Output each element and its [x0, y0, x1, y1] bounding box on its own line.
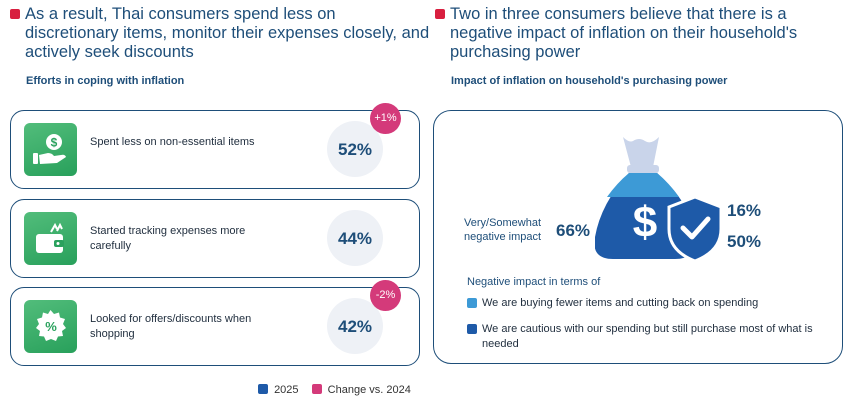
coping-card-1: $ Spent less on non-essential items 52% …: [10, 103, 420, 189]
heading-bullet: [435, 9, 445, 19]
svg-text:$: $: [633, 198, 657, 247]
negative-impact-item-2-label: We are cautious with our spending but st…: [482, 323, 813, 350]
legend-swatch: [258, 384, 268, 394]
right-heading-text: Two in three consumers believe that ther…: [450, 5, 798, 61]
coping-card-2: Started tracking expenses more carefully…: [10, 199, 420, 278]
legend-item-change: Change vs. 2024: [311, 384, 411, 396]
left-subheading: Efforts in coping with inflation: [26, 75, 185, 87]
negative-impact-title: Negative impact in terms of: [467, 276, 601, 288]
coping-card-3-label: Looked for offers/discounts when shoppin…: [90, 313, 252, 340]
svg-text:$: $: [51, 136, 58, 150]
value-circle: [327, 298, 383, 354]
legend-swatch: [467, 298, 477, 308]
heading-bullet: [10, 9, 20, 19]
coping-card-3: % Looked for offers/discounts when shopp…: [10, 280, 420, 366]
total-impact-label: Very/Somewhat negative impact: [464, 217, 542, 243]
legend: 2025 Change vs. 2024: [258, 384, 421, 396]
legend-label: Change vs. 2024: [327, 384, 411, 396]
left-heading: As a result, Thai consumers spend less o…: [10, 5, 430, 62]
impact-panel: [433, 110, 843, 364]
legend-swatch: [311, 384, 322, 394]
coping-card-2-value: 44%: [337, 229, 373, 248]
money-bag-shield-icon: $: [595, 137, 723, 263]
coping-card-2-label: Started tracking expenses more carefully: [90, 225, 246, 252]
coping-card-1-label: Spent less on non-essential items: [90, 136, 255, 148]
legend-swatch: [467, 324, 477, 334]
total-impact-value: 66%: [556, 221, 591, 240]
negative-impact-item-1-label: We are buying fewer items and cutting ba…: [482, 297, 759, 309]
legend-item-2025: 2025: [258, 384, 299, 396]
right-heading: Two in three consumers believe that ther…: [435, 5, 845, 62]
coping-card-1-value: 52%: [337, 140, 373, 159]
discount-badge-icon: %: [24, 300, 77, 353]
negative-impact-item-2: We are cautious with our spending but st…: [467, 322, 817, 352]
cautious-spending-value: 50%: [727, 232, 762, 251]
coping-card-3-value: 42%: [337, 317, 373, 336]
svg-text:%: %: [45, 319, 57, 334]
left-heading-text: As a result, Thai consumers spend less o…: [25, 5, 430, 61]
hand-coin-icon: $: [24, 123, 77, 176]
right-subheading: Impact of inflation on household's purch…: [451, 75, 728, 87]
wallet-icon: [24, 212, 77, 265]
value-circle: [327, 121, 383, 177]
legend-label: 2025: [274, 384, 299, 396]
value-circle: [327, 210, 383, 266]
coping-card-1-change-badge: +1%: [370, 103, 401, 134]
fewer-items-value: 16%: [727, 201, 762, 220]
coping-card-3-change-badge: -2%: [370, 280, 401, 311]
negative-impact-item-1: We are buying fewer items and cutting ba…: [467, 296, 817, 311]
